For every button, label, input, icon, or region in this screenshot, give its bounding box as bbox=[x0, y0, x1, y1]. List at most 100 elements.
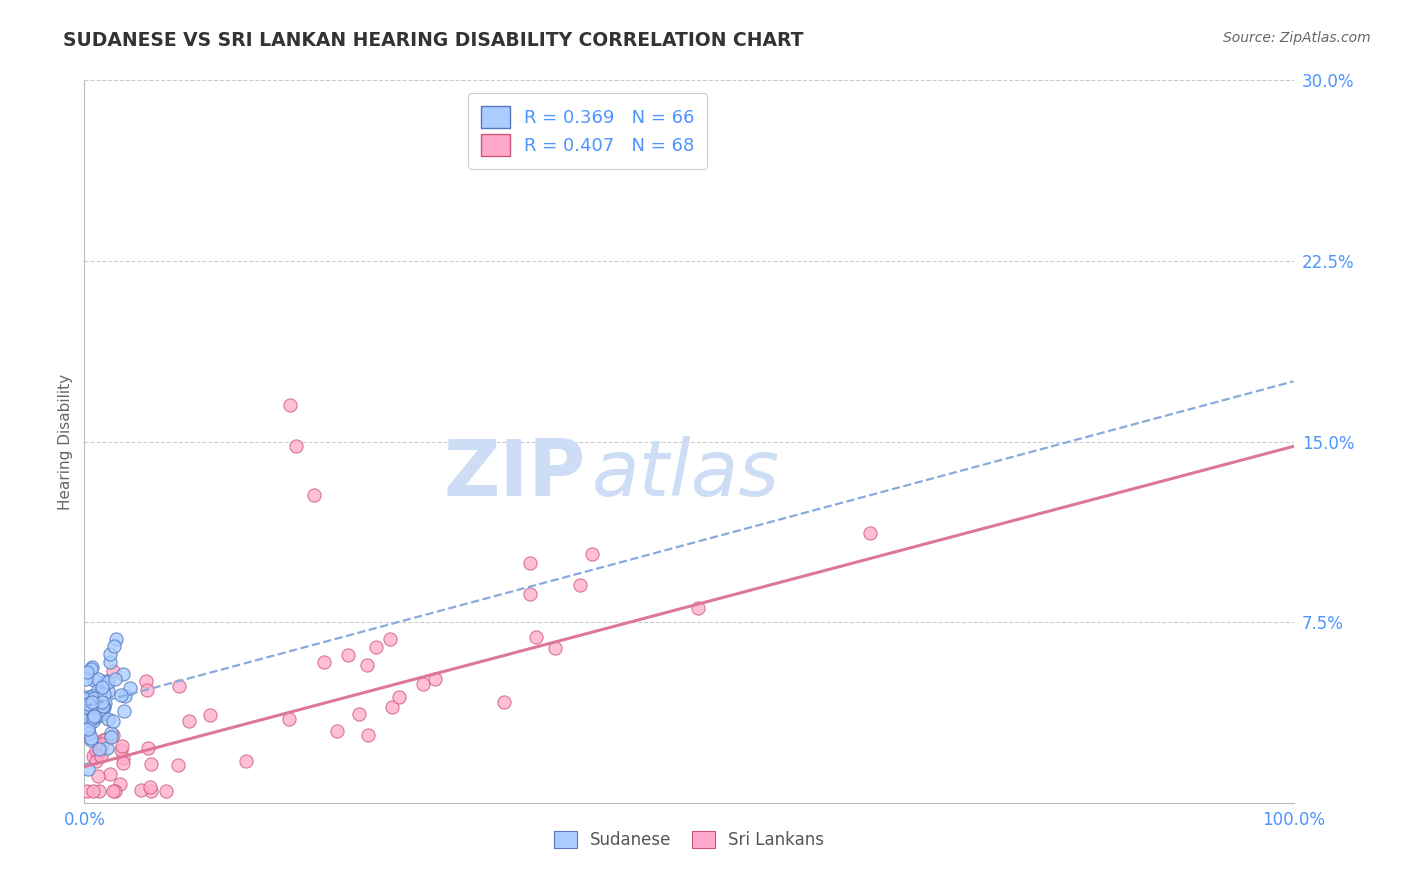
Point bbox=[75, 708, 97, 723]
Point bbox=[569, 578, 592, 592]
Point bbox=[80, 731, 103, 746]
Point bbox=[77, 697, 100, 711]
Point bbox=[131, 782, 153, 797]
Point bbox=[112, 704, 135, 718]
Point bbox=[96, 741, 118, 756]
Point bbox=[103, 639, 125, 653]
Point bbox=[93, 687, 115, 701]
Point bbox=[79, 662, 101, 676]
Point bbox=[101, 784, 124, 798]
Point bbox=[135, 673, 157, 688]
Point bbox=[519, 557, 541, 571]
Point bbox=[349, 707, 371, 722]
Point bbox=[112, 667, 135, 681]
Point bbox=[76, 665, 98, 679]
Point bbox=[97, 713, 120, 727]
Legend: Sudanese, Sri Lankans: Sudanese, Sri Lankans bbox=[547, 824, 831, 856]
Point bbox=[91, 707, 114, 722]
Point bbox=[75, 690, 97, 705]
Point bbox=[79, 726, 101, 740]
Point bbox=[412, 677, 434, 691]
Point bbox=[76, 697, 98, 711]
Point bbox=[82, 714, 104, 728]
Point bbox=[423, 672, 446, 686]
Point bbox=[90, 693, 112, 707]
Point bbox=[82, 695, 104, 709]
Point bbox=[83, 709, 105, 723]
Point bbox=[108, 777, 131, 791]
Point bbox=[82, 689, 104, 703]
Point bbox=[380, 632, 402, 646]
Point bbox=[135, 682, 157, 697]
Point bbox=[77, 715, 100, 730]
Point bbox=[97, 684, 120, 698]
Point bbox=[83, 690, 105, 705]
Point bbox=[82, 784, 104, 798]
Point bbox=[75, 723, 97, 738]
Point bbox=[277, 712, 299, 726]
Point bbox=[688, 601, 710, 615]
Point bbox=[526, 630, 548, 644]
Point bbox=[112, 750, 135, 764]
Point bbox=[139, 756, 162, 771]
Point bbox=[77, 697, 100, 711]
Point bbox=[98, 647, 121, 661]
Point bbox=[284, 439, 308, 453]
Point bbox=[77, 718, 100, 732]
Point bbox=[86, 700, 108, 714]
Point bbox=[198, 708, 221, 723]
Point bbox=[86, 708, 108, 723]
Point bbox=[96, 673, 118, 688]
Point bbox=[89, 734, 111, 748]
Point bbox=[91, 702, 114, 716]
Point bbox=[86, 769, 108, 783]
Point bbox=[89, 703, 111, 717]
Point bbox=[91, 699, 114, 714]
Point bbox=[91, 696, 114, 710]
Point bbox=[80, 699, 103, 714]
Point bbox=[136, 741, 159, 756]
Point bbox=[83, 673, 105, 687]
Point bbox=[111, 739, 134, 754]
Point bbox=[82, 690, 104, 704]
Point bbox=[86, 744, 108, 758]
Point bbox=[581, 547, 603, 561]
Point bbox=[89, 691, 111, 706]
Point bbox=[519, 587, 541, 601]
Text: Source: ZipAtlas.com: Source: ZipAtlas.com bbox=[1223, 31, 1371, 45]
Point bbox=[94, 696, 117, 710]
Point bbox=[859, 526, 882, 541]
Point bbox=[104, 672, 127, 686]
Point bbox=[87, 747, 110, 761]
Point bbox=[101, 727, 124, 741]
Point bbox=[118, 681, 141, 695]
Point bbox=[87, 741, 110, 756]
Point bbox=[98, 655, 121, 669]
Text: SUDANESE VS SRI LANKAN HEARING DISABILITY CORRELATION CHART: SUDANESE VS SRI LANKAN HEARING DISABILIT… bbox=[63, 31, 804, 50]
Point bbox=[381, 700, 404, 714]
Point bbox=[75, 672, 97, 686]
Point bbox=[314, 655, 336, 669]
Point bbox=[96, 731, 118, 746]
Point bbox=[83, 706, 105, 721]
Point bbox=[139, 784, 162, 798]
Point bbox=[103, 714, 125, 728]
Point bbox=[179, 714, 201, 729]
Point bbox=[544, 641, 567, 656]
Point bbox=[492, 695, 515, 709]
Point bbox=[100, 730, 122, 744]
Point bbox=[76, 784, 98, 798]
Point bbox=[388, 690, 411, 705]
Point bbox=[110, 743, 132, 757]
Point bbox=[167, 679, 190, 693]
Point bbox=[80, 732, 103, 747]
Point bbox=[103, 664, 125, 678]
Point bbox=[82, 711, 104, 725]
Point bbox=[235, 754, 257, 768]
Y-axis label: Hearing Disability: Hearing Disability bbox=[58, 374, 73, 509]
Point bbox=[98, 767, 121, 781]
Point bbox=[278, 398, 301, 412]
Point bbox=[357, 728, 380, 742]
Point bbox=[80, 703, 103, 717]
Point bbox=[93, 699, 115, 714]
